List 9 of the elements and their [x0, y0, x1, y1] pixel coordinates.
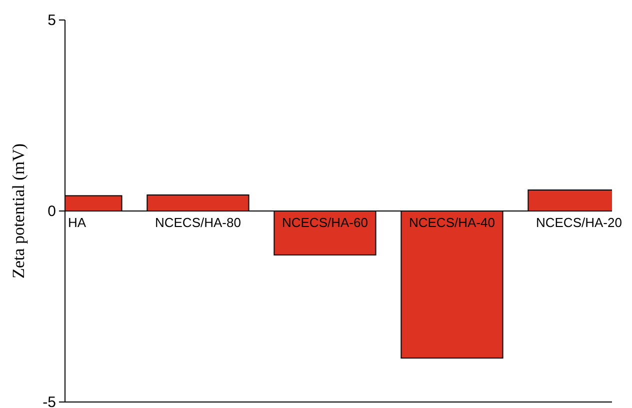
x-tick-label: NCECS/HA-20 [536, 215, 622, 230]
x-tick-label: NCECS/HA-80 [154, 215, 241, 230]
x-tick-label: NCECS/HA-60 [282, 215, 368, 230]
x-tick-label: NCECS/HA-40 [408, 215, 495, 230]
y-axis-title: Zeta potential (mV) [9, 143, 28, 279]
y-tick-label: 0 [48, 202, 56, 220]
x-tick-label: HA [68, 215, 86, 230]
y-tick-label: 5 [48, 12, 56, 29]
y-tick-label: -5 [42, 394, 56, 408]
